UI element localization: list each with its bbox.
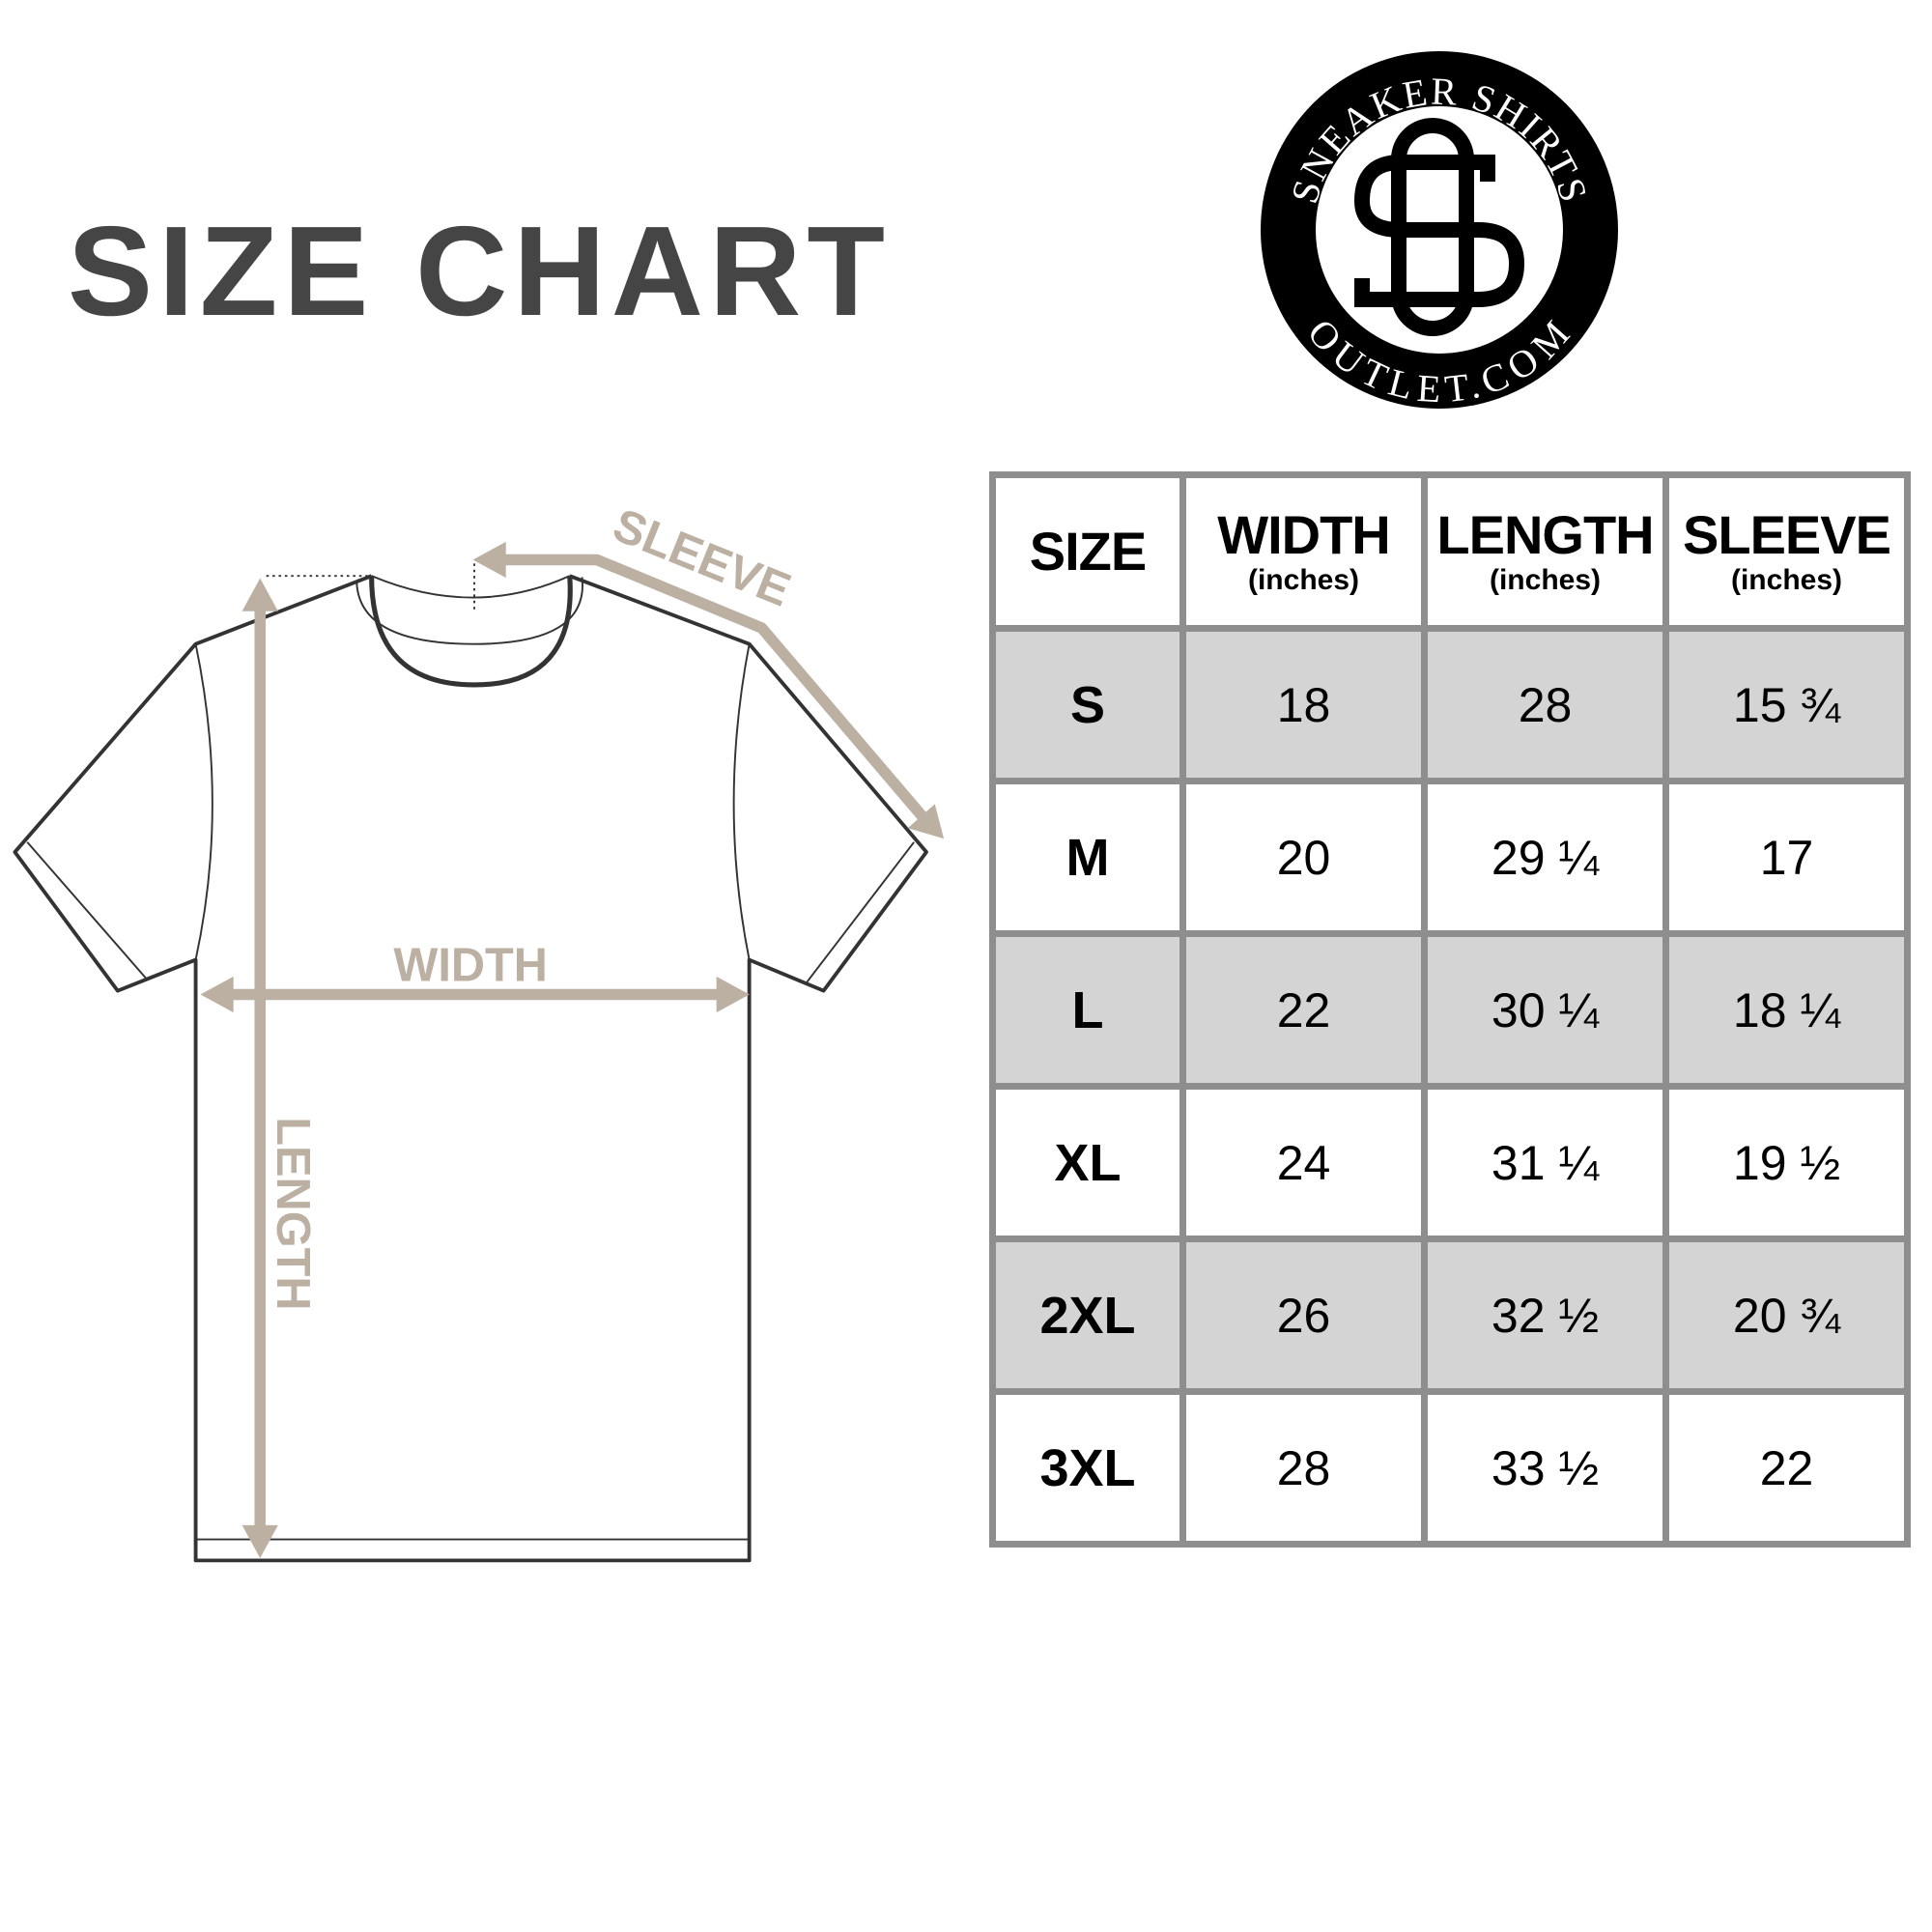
length-cell: 33 ½ (1421, 1388, 1669, 1548)
table-row: 3XL 28 33 ½ 22 (989, 1388, 1911, 1548)
width-cell: 26 (1179, 1236, 1428, 1395)
header-label: SIZE (1029, 521, 1147, 582)
size-cell: L (989, 930, 1186, 1090)
header-unit: (inches) (1489, 564, 1602, 596)
table-header-row: SIZE WIDTH (inches) LENGTH (inches) SLEEVE… (989, 471, 1911, 632)
size-cell: M (989, 778, 1186, 937)
size-cell: XL (989, 1083, 1186, 1242)
size-table: SIZE WIDTH (inches) LENGTH (inches) SLEEVE… (989, 471, 1911, 1548)
length-label: LENGTH (267, 1117, 319, 1310)
sleeve-cell: 17 (1662, 778, 1911, 937)
table-row: L 22 30 ¼ 18 ¼ (989, 930, 1911, 1090)
length-cell: 29 ¼ (1421, 778, 1669, 937)
table-row: S 18 28 15 ¾ (989, 625, 1911, 784)
width-cell: 18 (1179, 625, 1428, 784)
length-cell: 28 (1421, 625, 1669, 784)
width-cell: 20 (1179, 778, 1428, 937)
header-unit: (inches) (1730, 564, 1843, 596)
header-sleeve: SLEEVE (inches) (1662, 471, 1911, 632)
size-cell: 3XL (989, 1388, 1186, 1548)
size-cell: 2XL (989, 1236, 1186, 1395)
sleeve-cell: 19 ½ (1662, 1083, 1911, 1242)
guide-lines (266, 563, 475, 610)
header-label: SLEEVE (1683, 504, 1891, 565)
table-row: M 20 29 ¼ 17 (989, 778, 1911, 937)
size-cell: S (989, 625, 1186, 784)
table-row: 2XL 26 32 ½ 20 ¾ (989, 1236, 1911, 1395)
sleeve-arrow (495, 554, 931, 825)
measure-arrows (200, 541, 945, 1558)
width-label: WIDTH (393, 939, 548, 991)
sleeve-cell: 18 ¼ (1662, 930, 1911, 1090)
page-title: SIZE CHART (68, 200, 891, 342)
width-cell: 24 (1179, 1083, 1428, 1242)
header-unit: (inches) (1247, 564, 1360, 596)
header-label: LENGTH (1436, 504, 1654, 565)
tshirt-outline (13, 574, 928, 1563)
sleeve-cell: 20 ¾ (1662, 1236, 1911, 1395)
length-cell: 30 ¼ (1421, 930, 1669, 1090)
width-cell: 22 (1179, 930, 1428, 1090)
sleeve-cell: 15 ¾ (1662, 625, 1911, 784)
length-cell: 31 ¼ (1421, 1083, 1669, 1242)
width-cell: 28 (1179, 1388, 1428, 1548)
header-size: SIZE (989, 471, 1186, 632)
table-row: XL 24 31 ¼ 19 ½ (989, 1083, 1911, 1242)
header-label: WIDTH (1217, 504, 1391, 565)
length-cell: 32 ½ (1421, 1236, 1669, 1395)
sleeve-cell: 22 (1662, 1388, 1911, 1548)
header-length: LENGTH (inches) (1421, 471, 1669, 632)
monogram-icon (1353, 118, 1525, 336)
brand-logo: SNEAKER SHIRTS OUTLET.COM (1261, 51, 1618, 411)
header-width: WIDTH (inches) (1179, 471, 1428, 632)
